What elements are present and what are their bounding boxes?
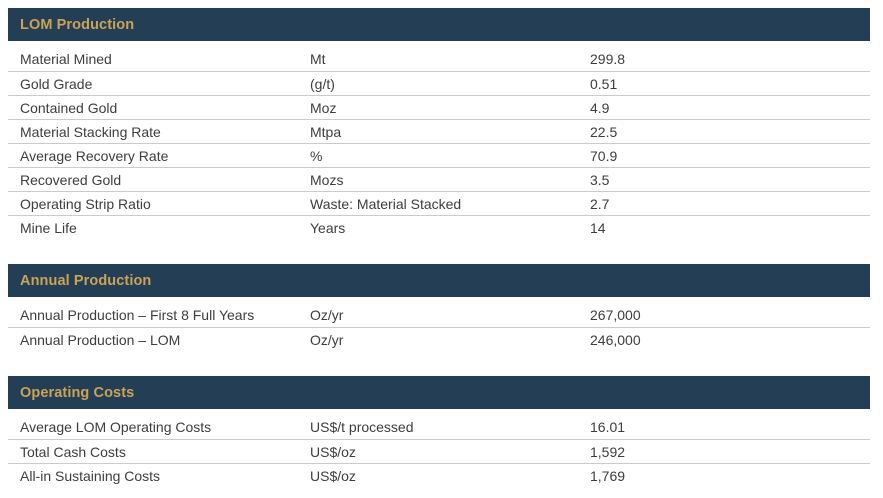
table-row: Mine Life Years 14 [8,215,870,239]
metric-value: 3.5 [590,171,610,188]
metric-unit: Mt [310,51,326,67]
metric-unit: Waste: Material Stacked [310,195,462,212]
table-row: Material Mined Mt 299.8 [8,47,870,71]
section-rows: Annual Production – First 8 Full Years O… [8,303,870,351]
metric-label: Total Cash Costs [20,443,126,460]
metric-label: Material Stacking Rate [20,123,161,140]
metric-value: 0.51 [590,75,618,92]
metric-label: Contained Gold [20,99,118,116]
metric-label: Recovered Gold [20,171,122,188]
table-row: Recovered Gold Mozs 3.5 [8,167,870,191]
metric-label: All-in Sustaining Costs [20,467,161,484]
metric-value: 22.5 [590,123,618,140]
metric-value: 267,000 [590,307,641,323]
metric-value: 16.01 [590,419,626,435]
table-section: LOM Production Material Mined Mt 299.8 G… [8,8,870,239]
metric-label: Annual Production – LOM [20,331,181,348]
metric-unit: US$/oz [310,443,356,460]
table-section: Annual Production Annual Production – Fi… [8,264,870,351]
table-row: Average LOM Operating Costs US$/t proces… [8,415,870,439]
table-row: Contained Gold Moz 4.9 [8,95,870,119]
metric-unit: % [310,147,323,164]
table-row: All-in Sustaining Costs US$/oz 1,769 [8,463,870,487]
table-row: Total Cash Costs US$/oz 1,592 [8,439,870,463]
metric-value: 1,769 [590,467,626,484]
section-title: Annual Production [20,272,152,289]
metric-label: Mine Life [20,219,77,236]
metric-unit: US$/t processed [310,419,414,435]
section-title: Operating Costs [20,384,135,401]
metric-label: Average LOM Operating Costs [20,419,212,435]
table-row: Gold Grade (g/t) 0.51 [8,71,870,95]
metric-value: 299.8 [590,51,626,67]
section-title: LOM Production [20,16,135,33]
metric-label: Operating Strip Ratio [20,195,151,212]
metric-label: Material Mined [20,51,112,67]
metric-value: 4.9 [590,99,610,116]
metric-unit: Oz/yr [310,307,344,323]
metric-unit: Mtpa [310,123,342,140]
section-rows: Material Mined Mt 299.8 Gold Grade (g/t)… [8,47,870,239]
table-section: Operating Costs Average LOM Operating Co… [8,376,870,487]
table-row: Annual Production – LOM Oz/yr 246,000 [8,327,870,351]
metric-label: Average Recovery Rate [20,147,169,164]
metric-value: 70.9 [590,147,618,164]
table-row: Annual Production – First 8 Full Years O… [8,303,870,327]
metric-label: Gold Grade [20,75,93,92]
metric-unit: Mozs [310,171,344,188]
section-header: Annual Production [8,264,870,297]
table-row: Average Recovery Rate % 70.9 [8,143,870,167]
sections-root: LOM Production Material Mined Mt 299.8 G… [8,8,870,487]
metric-unit: US$/oz [310,467,356,484]
table-row: Operating Strip Ratio Waste: Material St… [8,191,870,215]
metric-value: 2.7 [590,195,610,212]
table-row: Material Stacking Rate Mtpa 22.5 [8,119,870,143]
section-header: LOM Production [8,8,870,41]
section-header: Operating Costs [8,376,870,409]
metric-unit: Moz [310,99,337,116]
metric-label: Annual Production – First 8 Full Years [20,307,255,323]
metric-value: 246,000 [590,331,641,348]
metric-value: 1,592 [590,443,626,460]
section-rows: Average LOM Operating Costs US$/t proces… [8,415,870,487]
metric-unit: (g/t) [310,75,335,92]
metric-value: 14 [590,219,606,236]
metric-unit: Oz/yr [310,331,344,348]
metric-unit: Years [310,219,346,236]
